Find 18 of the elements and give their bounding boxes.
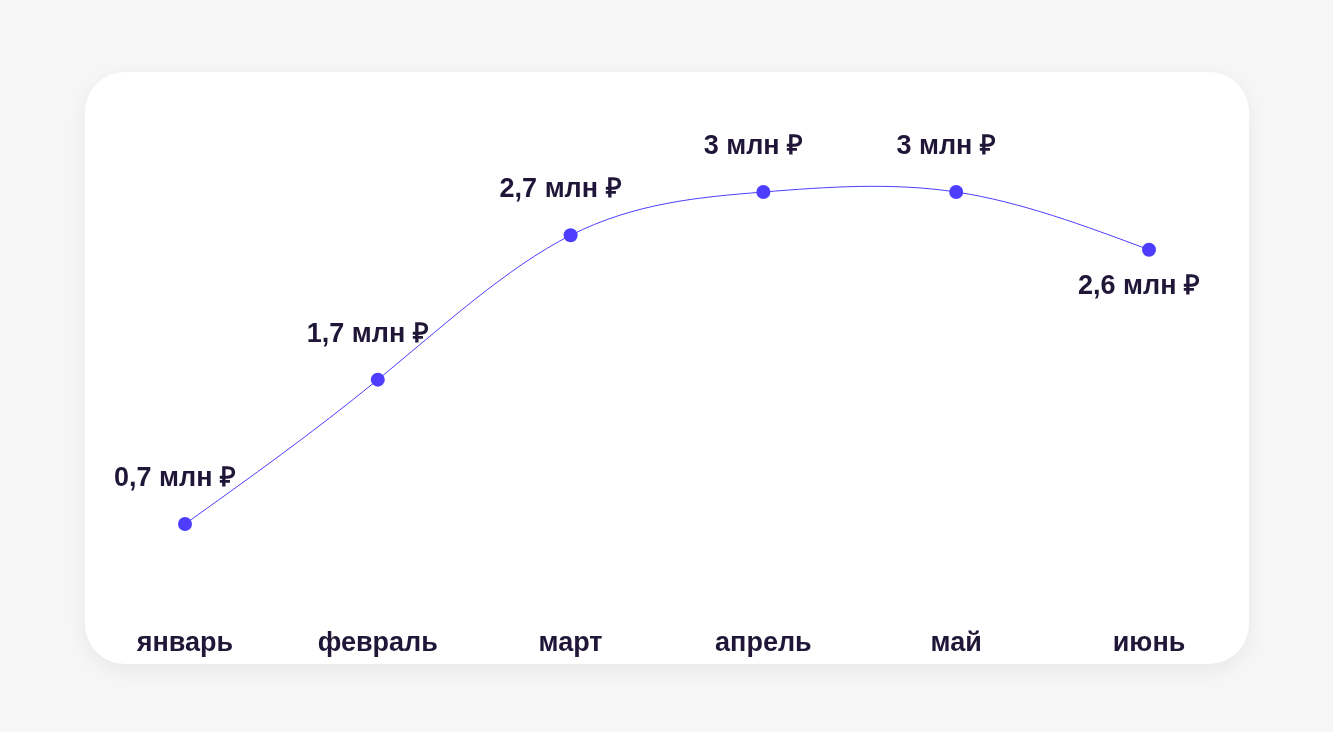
point: [370, 372, 385, 387]
x-tick-label: март: [538, 627, 603, 658]
data-label: 0,7 млн ₽: [114, 462, 236, 492]
data-label: 2,6 млн ₽: [1078, 269, 1200, 300]
data-label: 3 млн ₽: [896, 130, 996, 160]
point: [1142, 242, 1156, 257]
data-label: 1,7 млн ₽: [306, 317, 429, 348]
x-tick-label: июнь: [1112, 627, 1186, 658]
point: [756, 185, 771, 199]
x-tick-label: февраль: [317, 627, 438, 658]
x-tick-label: январь: [135, 627, 234, 658]
data-label: 2,7 млн ₽: [499, 173, 622, 204]
point: [178, 517, 192, 531]
data-label: 3 млн ₽: [703, 130, 804, 160]
x-tick-label: апрель: [715, 627, 812, 658]
point: [949, 185, 964, 199]
x-tick-label: май: [930, 627, 982, 658]
point: [563, 228, 578, 243]
